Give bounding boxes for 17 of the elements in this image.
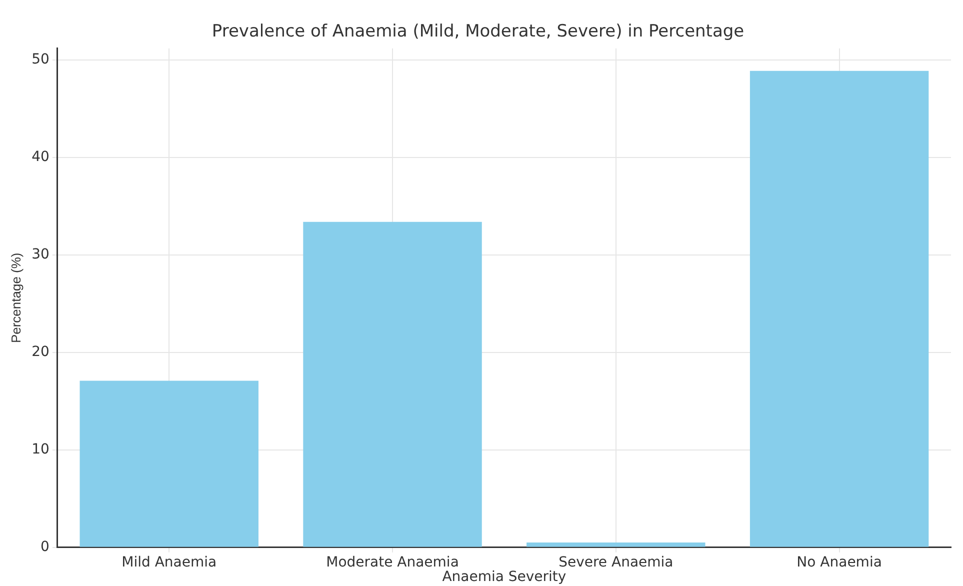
y-tick-label: 40 bbox=[32, 149, 50, 166]
y-tick-label: 10 bbox=[32, 442, 50, 458]
x-tick-label: No Anaemia bbox=[796, 554, 882, 570]
bar bbox=[750, 70, 929, 547]
x-axis-title: Anaemia Severity bbox=[442, 569, 566, 586]
y-tick-label: 0 bbox=[40, 539, 50, 556]
y-axis-title: Percentage (%) bbox=[8, 252, 24, 344]
bar bbox=[80, 380, 258, 547]
y-tick-label: 50 bbox=[32, 52, 50, 68]
y-tick-label: 30 bbox=[32, 246, 50, 263]
bar bbox=[526, 542, 706, 547]
bar bbox=[303, 222, 482, 547]
x-tick-label: Mild Anaemia bbox=[122, 554, 217, 570]
x-tick-label: Severe Anaemia bbox=[558, 554, 674, 570]
x-tick-label: Moderate Anaemia bbox=[326, 554, 459, 570]
y-tick-label: 20 bbox=[32, 344, 50, 360]
chart-title: Prevalence of Anaemia (Mild, Moderate, Severe) in Percentage bbox=[212, 22, 744, 42]
